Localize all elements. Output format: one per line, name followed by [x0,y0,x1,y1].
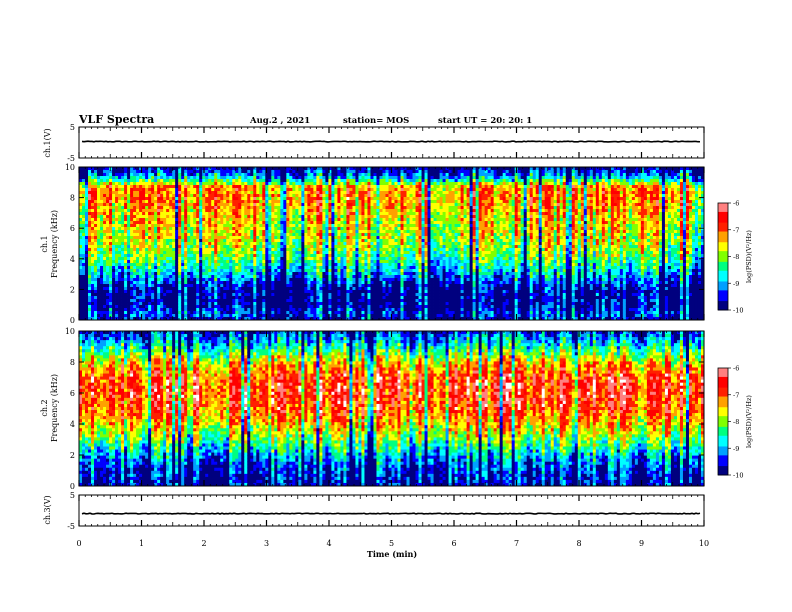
ch1-ytick-label: 4 [70,255,75,264]
ch2-ytick-label: 6 [70,389,75,398]
time-tick-label: 0 [76,539,81,548]
ch1-wave-ytick-label: -5 [67,154,75,163]
ch2-spectrogram-image [79,331,704,486]
ch2-spectrogram-ylabel-line2: Frequency (kHz) [50,374,59,442]
ch3-wave-ytick-label: -5 [67,522,75,531]
ch1-wave-ytick-label: 5 [70,123,75,132]
ch1-colorbar-tick-label: -8 [733,253,739,261]
ch2-spectrogram-ylabel-line1: ch.2 [40,399,49,416]
ch2-colorbar-tick-label: -9 [733,445,739,453]
ch2-colorbar-tick-label: -10 [733,472,743,480]
time-tick-label: 9 [639,539,644,548]
figure-title: VLF Spectra [78,113,154,126]
ch2-colorbar: -6 -7 -8 -9 -10 log(PSD)(V²/Hz) [718,365,753,480]
ch2-ytick-label: 4 [70,420,75,429]
ch1-ytick-label: 2 [70,285,75,294]
ch1-colorbar: -6 -7 -8 -9 -10 log(PSD)(V²/Hz) [718,200,753,315]
ch1-ytick-label: 6 [70,224,75,233]
time-tick-label: 6 [451,539,456,548]
time-tick-label: 7 [514,539,519,548]
ch1-colorbar-tick-label: -9 [733,280,739,288]
ch2-colorbar-tick-label: -7 [733,391,739,399]
ch1-ytick-label: 10 [65,163,75,172]
ch3-wave-ytick-label: 5 [70,491,75,500]
ch1-colorbar-label: log(PSD)(V²/Hz) [745,230,753,283]
ch1-spectrogram-image [79,167,704,320]
time-tick-label: 2 [201,539,206,548]
ch2-colorbar-label: log(PSD)(V²/Hz) [745,395,753,448]
date-label: Aug.2 , 2021 [249,116,310,126]
ch3-waveform-trace [82,513,700,514]
time-tick-label: 5 [389,539,394,548]
ch1-waveform-trace [82,141,700,142]
start-time-label: start UT = 20: 20: 1 [438,116,532,126]
x-axis-label: Time (min) [367,549,417,559]
ch1-spectrogram-panel: 0 2 4 6 8 10 [65,163,705,325]
station-label: station= MOS [343,116,409,126]
ch3-waveform-ylabel: ch.3(V) [43,495,52,524]
time-tick-label: 3 [264,539,269,548]
ch1-colorbar-tick-label: -7 [733,226,739,234]
time-tick-label: 8 [576,539,581,548]
ch1-colorbar-tick-label: -6 [733,200,739,208]
ch2-ytick-label: 8 [70,358,75,367]
ch2-ytick-label: 2 [70,451,75,460]
ch1-spectrogram-ylabel-line1: ch.1 [40,235,49,252]
ch1-ytick-label: 0 [70,316,75,325]
ch1-waveform-ylabel: ch.1(V) [43,128,52,157]
time-tick-label: 4 [326,539,331,548]
time-tick-label: 1 [139,539,144,548]
ch2-colorbar-tick-label: -8 [733,418,739,426]
ch1-colorbar-tick-label: -10 [733,307,743,315]
ch2-spectrogram-panel: 0 2 4 6 8 10 [65,327,705,491]
ch1-spectrogram-ylabel-line2: Frequency (kHz) [50,210,59,278]
ch2-colorbar-tick-label: -6 [733,365,739,373]
ch2-ytick-label: 10 [65,327,75,336]
ch1-ytick-label: 8 [70,194,75,203]
ch2-ytick-label: 0 [70,482,75,491]
time-tick-label: 10 [699,539,709,548]
